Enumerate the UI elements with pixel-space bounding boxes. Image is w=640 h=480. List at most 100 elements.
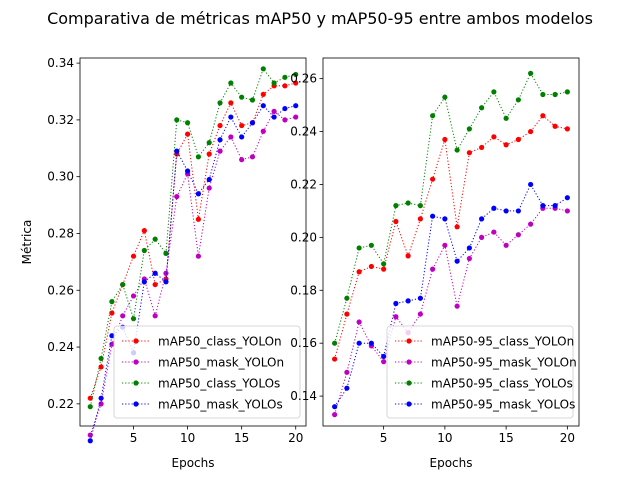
legend-label: mAP50-95_mask_YOLOs — [431, 398, 575, 412]
x-tick-label: 15 — [234, 431, 249, 445]
data-point-mAP50-95_mask_YOLOs-4 — [368, 340, 374, 346]
data-point-mAP50_mask_YOLOs-16 — [249, 120, 256, 126]
data-point-mAP50-95_mask_YOLOs-11 — [454, 258, 460, 264]
x-tick-label: 10 — [437, 431, 452, 445]
data-point-mAP50-95_class_YOLOn-15 — [503, 142, 509, 148]
data-point-mAP50_mask_YOLOs-12 — [206, 176, 212, 183]
data-point-mAP50_class_YOLOs-17 — [260, 66, 266, 72]
legend-label: mAP50_mask_YOLOn — [158, 356, 284, 370]
data-point-mAP50-95_class_YOLOn-16 — [515, 136, 521, 143]
data-point-mAP50_mask_YOLOn-4 — [120, 313, 126, 319]
data-point-mAP50-95_mask_YOLOs-19 — [552, 203, 558, 209]
data-point-mAP50_mask_YOLOn-1 — [87, 432, 93, 438]
data-point-mAP50_class_YOLOs-6 — [141, 247, 147, 254]
data-point-mAP50_class_YOLOs-10 — [184, 120, 191, 126]
data-point-mAP50-95_class_YOLOs-4 — [368, 242, 374, 248]
data-point-mAP50_mask_YOLOs-18 — [271, 114, 277, 120]
legend-marker — [406, 338, 412, 344]
data-point-mAP50-95_class_YOLOs-6 — [393, 203, 399, 209]
data-point-mAP50_class_YOLOs-11 — [195, 154, 202, 160]
data-point-mAP50-95_mask_YOLOn-1 — [332, 412, 338, 418]
data-point-mAP50-95_mask_YOLOn-11 — [454, 303, 460, 309]
x-tick-label: 20 — [560, 431, 575, 445]
legend-marker — [133, 338, 139, 344]
x-tick-label: 5 — [380, 431, 388, 445]
data-point-mAP50-95_mask_YOLOs-5 — [381, 353, 387, 360]
legend-marker — [406, 380, 412, 386]
data-point-mAP50_mask_YOLOs-7 — [152, 270, 158, 276]
data-point-mAP50-95_mask_YOLOs-3 — [356, 340, 362, 346]
data-point-mAP50_mask_YOLOs-11 — [195, 191, 202, 197]
data-point-mAP50_class_YOLOn-17 — [260, 91, 266, 97]
data-point-mAP50-95_mask_YOLOn-17 — [528, 221, 534, 227]
data-point-mAP50-95_class_YOLOn-13 — [479, 144, 485, 151]
y-tick-label: 0.26 — [47, 283, 74, 297]
data-point-mAP50_class_YOLOs-9 — [174, 117, 180, 123]
data-point-mAP50_mask_YOLOs-14 — [228, 114, 234, 120]
data-point-mAP50-95_class_YOLOs-1 — [332, 340, 338, 346]
y-tick-label: 0.30 — [47, 170, 74, 184]
data-point-mAP50-95_class_YOLOn-19 — [552, 123, 558, 129]
legend-right: mAP50-95_class_YOLOn mAP50-95_mask_YOLOnm… — [386, 325, 577, 419]
data-point-mAP50-95_class_YOLOs-16 — [515, 97, 521, 103]
data-point-mAP50_mask_YOLOn-11 — [195, 253, 202, 259]
data-point-mAP50_class_YOLOs-8 — [163, 250, 169, 256]
plots: 5 10 15 20 0.22 0.24 0.26 0.28 0.30 0.32 0.34 Epoch… — [20, 56, 580, 470]
data-point-mAP50-95_mask_YOLOs-16 — [515, 208, 521, 214]
data-point-mAP50_mask_YOLOn-9 — [174, 193, 180, 200]
data-point-mAP50_mask_YOLOn-8 — [163, 270, 169, 276]
data-point-mAP50-95_class_YOLOs-3 — [356, 245, 362, 251]
data-point-mAP50-95_mask_YOLOs-14 — [491, 205, 497, 211]
data-point-mAP50-95_class_YOLOs-7 — [405, 200, 411, 206]
data-point-mAP50_mask_YOLOn-20 — [293, 114, 299, 120]
data-point-mAP50-95_class_YOLOs-15 — [503, 115, 509, 121]
data-point-mAP50-95_class_YOLOs-8 — [417, 203, 423, 209]
data-point-mAP50-95_class_YOLOs-13 — [479, 105, 485, 111]
y-tick-label: 0.14 — [290, 389, 317, 403]
y-axis-label: Métrica — [20, 220, 34, 265]
data-point-mAP50-95_mask_YOLOs-6 — [393, 300, 399, 307]
legend-label: mAP50_class_YOLOn — [158, 335, 282, 349]
data-point-mAP50-95_class_YOLOs-18 — [540, 91, 546, 98]
data-point-mAP50-95_class_YOLOs-2 — [344, 295, 350, 301]
data-point-mAP50-95_mask_YOLOn-10 — [442, 242, 448, 248]
data-point-mAP50_mask_YOLOs-1 — [87, 438, 93, 444]
data-point-mAP50-95_mask_YOLOs-20 — [564, 195, 570, 201]
data-point-mAP50_class_YOLOs-14 — [228, 80, 234, 86]
data-point-mAP50_class_YOLOs-3 — [109, 299, 115, 305]
legend-box — [113, 325, 301, 419]
data-point-mAP50-95_class_YOLOn-5 — [381, 266, 387, 272]
data-point-mAP50-95_mask_YOLOs-7 — [405, 298, 411, 304]
data-point-mAP50-95_class_YOLOn-12 — [466, 150, 472, 156]
data-point-mAP50-95_mask_YOLOs-1 — [332, 404, 338, 410]
data-point-mAP50_class_YOLOn-13 — [217, 122, 223, 129]
data-point-mAP50_mask_YOLOn-15 — [239, 157, 245, 163]
data-point-mAP50-95_class_YOLOs-20 — [564, 89, 570, 95]
data-point-mAP50-95_class_YOLOn-7 — [405, 253, 411, 259]
data-point-mAP50-95_class_YOLOn-3 — [356, 269, 362, 275]
legend-marker — [406, 401, 412, 407]
data-point-mAP50_class_YOLOn-3 — [109, 310, 115, 316]
data-point-mAP50-95_mask_YOLOn-14 — [491, 229, 497, 235]
data-point-mAP50_mask_YOLOs-3 — [109, 333, 115, 339]
data-point-mAP50_mask_YOLOn-7 — [152, 313, 158, 319]
data-point-mAP50_mask_YOLOs-2 — [98, 395, 104, 401]
legend-marker — [133, 401, 139, 407]
y-tick-label: 0.26 — [290, 72, 317, 86]
data-point-mAP50-95_mask_YOLOs-15 — [503, 208, 509, 214]
data-point-mAP50_class_YOLOs-2 — [98, 355, 104, 362]
data-point-mAP50_mask_YOLOs-10 — [184, 168, 191, 174]
data-point-mAP50_class_YOLOn-6 — [141, 228, 147, 234]
y-tick-label: 0.22 — [290, 177, 317, 191]
data-point-mAP50-95_class_YOLOs-12 — [466, 126, 472, 132]
axes-frame-left — [79, 57, 307, 427]
y-tick-label: 0.24 — [290, 125, 317, 139]
x-tick-label: 15 — [498, 431, 513, 445]
data-point-mAP50-95_class_YOLOs-10 — [442, 94, 448, 100]
y-tick-label: 0.24 — [47, 340, 74, 354]
data-point-mAP50_mask_YOLOs-15 — [239, 134, 245, 140]
data-point-mAP50_class_YOLOs-20 — [293, 71, 299, 78]
data-point-mAP50_class_YOLOn-14 — [228, 100, 234, 106]
data-point-mAP50-95_mask_YOLOs-10 — [442, 216, 448, 222]
